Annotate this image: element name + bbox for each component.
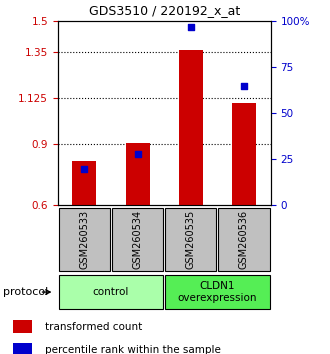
Text: GSM260533: GSM260533 bbox=[79, 210, 89, 269]
Bar bbox=[13, 320, 32, 333]
Bar bbox=[59, 209, 110, 271]
Point bbox=[188, 24, 193, 30]
Bar bbox=[126, 143, 149, 205]
Text: GSM260536: GSM260536 bbox=[239, 210, 249, 269]
Text: protocol: protocol bbox=[3, 287, 49, 297]
Text: GSM260535: GSM260535 bbox=[186, 210, 196, 269]
Bar bbox=[165, 275, 270, 309]
Point bbox=[82, 166, 87, 171]
Bar bbox=[179, 50, 203, 205]
Text: control: control bbox=[93, 287, 129, 297]
Bar bbox=[165, 209, 216, 271]
Bar bbox=[232, 103, 256, 205]
Title: GDS3510 / 220192_x_at: GDS3510 / 220192_x_at bbox=[88, 4, 240, 17]
Text: GSM260534: GSM260534 bbox=[133, 210, 143, 269]
Bar bbox=[59, 275, 163, 309]
Bar bbox=[218, 209, 270, 271]
Bar bbox=[13, 343, 32, 354]
Text: CLDN1
overexpression: CLDN1 overexpression bbox=[178, 281, 257, 303]
Bar bbox=[72, 161, 96, 205]
Point bbox=[135, 151, 140, 156]
Text: percentile rank within the sample: percentile rank within the sample bbox=[45, 344, 221, 354]
Point bbox=[241, 83, 247, 88]
Text: transformed count: transformed count bbox=[45, 321, 143, 332]
Bar bbox=[112, 209, 163, 271]
